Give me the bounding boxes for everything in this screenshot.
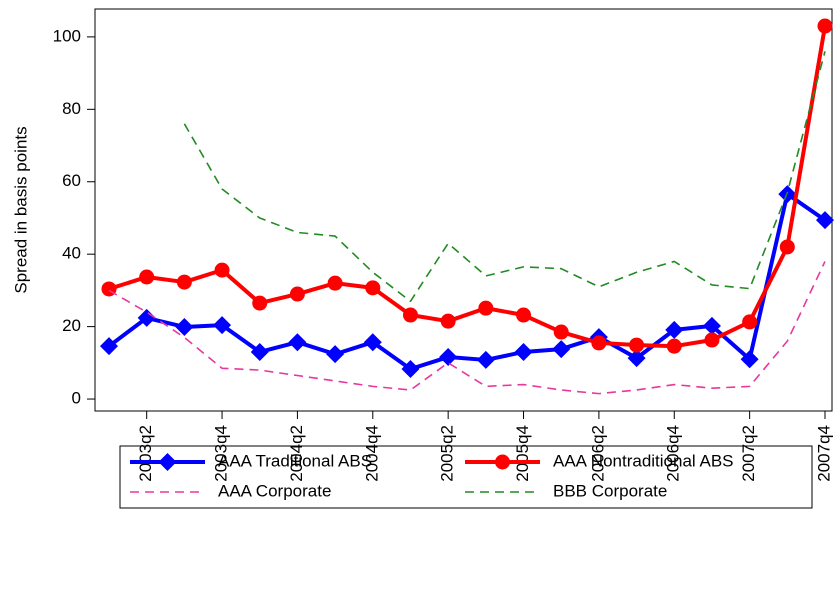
point: [439, 348, 458, 367]
point: [742, 314, 758, 330]
point: [289, 286, 305, 302]
point: [553, 324, 569, 340]
y-tick-label: 100: [53, 26, 81, 45]
point: [139, 269, 155, 285]
point: [176, 274, 192, 290]
y-tick-label: 20: [62, 316, 81, 335]
point: [250, 342, 269, 361]
point: [817, 18, 833, 34]
x-tick-label: 2003q2: [136, 425, 155, 482]
y-tick-label: 80: [62, 99, 81, 118]
point: [552, 340, 571, 359]
legend-marker: [158, 453, 177, 471]
point: [137, 308, 156, 327]
y-axis-label: Spread in basis points: [11, 126, 30, 293]
legend-box: [119, 445, 813, 509]
x-tick-label: 2005q4: [513, 425, 532, 482]
x-tick-label: 2006q2: [588, 425, 607, 482]
point: [740, 350, 759, 369]
legend-label: AAA Corporate: [218, 481, 331, 500]
x-tick-label: 2007q2: [739, 425, 758, 482]
x-tick-label: 2004q4: [362, 425, 381, 482]
legend-label: AAA Traditional ABS: [218, 451, 372, 470]
plot-frame: [94, 8, 833, 412]
point: [514, 342, 533, 361]
point: [252, 295, 268, 311]
series-line: [108, 25, 827, 349]
legend-marker: [495, 454, 510, 470]
point: [401, 359, 420, 378]
x-tick-label: 2006q4: [664, 425, 683, 482]
point: [702, 316, 721, 335]
point: [326, 345, 345, 364]
point: [213, 316, 232, 335]
x-tick-label: 2004q2: [287, 425, 306, 482]
point: [627, 349, 646, 368]
point: [591, 335, 607, 351]
point: [704, 332, 720, 348]
point: [476, 350, 495, 369]
point: [214, 262, 230, 278]
x-tick-label: 2005q2: [438, 425, 457, 482]
point: [327, 275, 343, 291]
point: [816, 211, 834, 230]
point: [100, 337, 118, 356]
point: [363, 333, 382, 352]
point: [440, 313, 456, 329]
legend-label: BBB Corporate: [553, 481, 667, 500]
point: [288, 333, 307, 352]
x-tick-label: 2003q4: [212, 425, 231, 482]
x-tick-label: 2007q4: [814, 425, 833, 482]
y-tick-label: 60: [62, 171, 81, 190]
series-line: [108, 261, 826, 395]
point: [478, 300, 494, 316]
point: [665, 320, 684, 339]
series-line: [183, 51, 826, 303]
point: [779, 239, 795, 255]
y-tick-label: 0: [72, 389, 81, 408]
y-tick-label: 40: [62, 244, 81, 263]
point: [365, 280, 381, 296]
point: [516, 307, 532, 323]
legend-label: AAA Nontraditional ABS: [553, 451, 734, 470]
point: [402, 307, 418, 323]
point: [629, 337, 645, 353]
point: [666, 338, 682, 354]
point: [175, 317, 194, 336]
